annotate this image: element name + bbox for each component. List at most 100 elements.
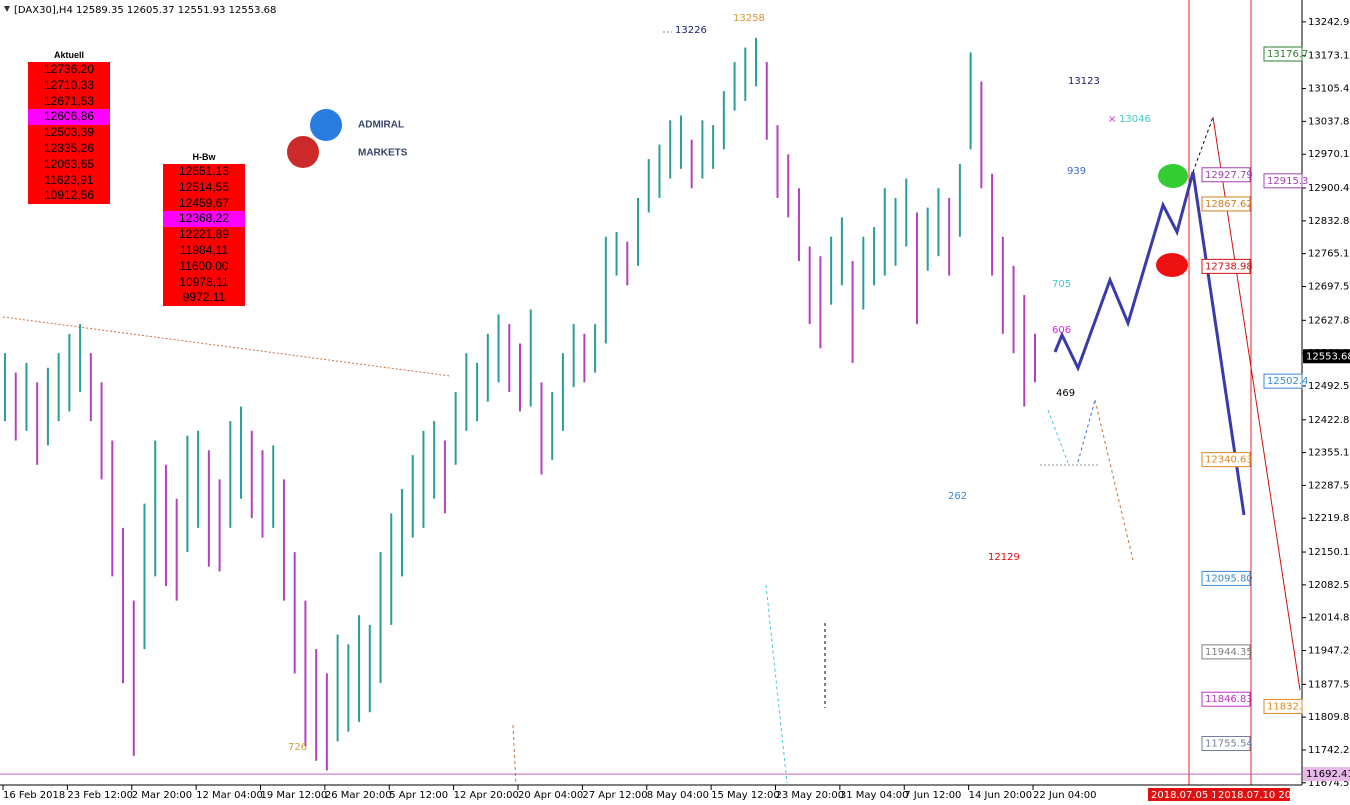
- price-bar: [68, 333, 71, 412]
- price-bar: [755, 37, 758, 87]
- x-tick-label: 8 May 04:00: [647, 790, 709, 801]
- price-tag-label: 11692.41: [1306, 769, 1350, 780]
- x-tick-label: 31 May 04:00: [840, 790, 909, 801]
- level-box: [1263, 173, 1303, 189]
- level-box: [1201, 570, 1251, 586]
- price-bar: [14, 372, 17, 441]
- price-bar: [229, 421, 232, 528]
- x-tick-label: 26 Mar 20:00: [325, 790, 392, 801]
- last-price-label: 12553.68: [1306, 351, 1350, 362]
- level-box: [1201, 167, 1251, 183]
- price-bar: [100, 382, 103, 480]
- price-bar: [797, 188, 800, 262]
- y-tick-label: 12832.80: [1308, 216, 1350, 227]
- x-tick-label: 23 May 20:00: [776, 790, 845, 801]
- price-bar: [948, 197, 951, 276]
- y-tick-label: 13037.80: [1308, 116, 1350, 127]
- annotation: 262: [948, 491, 967, 502]
- price-bar: [862, 236, 865, 310]
- price-bar: [915, 212, 918, 325]
- price-bar: [315, 649, 318, 761]
- price-bar: [1012, 265, 1015, 354]
- x-tick-label: 12 Apr 20:00: [454, 790, 519, 801]
- level-label: 11755.54: [1205, 738, 1253, 749]
- price-bar: [894, 197, 897, 266]
- x-tick-label: 7 Jun 12:00: [904, 790, 961, 801]
- level-label: 12927.79: [1205, 170, 1253, 181]
- table-cell: 11984,11: [163, 242, 245, 259]
- y-tick-label: 12697.50: [1308, 281, 1350, 292]
- price-bar: [722, 91, 725, 150]
- table-cell: 12503,39: [28, 125, 110, 141]
- price-bar: [733, 62, 736, 111]
- y-tick-label: 12627.80: [1308, 315, 1350, 326]
- y-tick-label: 11947.20: [1308, 646, 1350, 657]
- price-bar: [454, 392, 457, 465]
- price-bar: [358, 615, 361, 722]
- level-box: [1263, 698, 1303, 714]
- table-cell: 12063,65: [28, 156, 110, 173]
- price-bar: [261, 450, 264, 538]
- y-tick-label: 13105.45: [1308, 84, 1350, 95]
- green-dot: [1158, 164, 1188, 188]
- price-bar: [637, 197, 640, 266]
- price-bar: [218, 479, 221, 572]
- table-cell: 10912,56: [28, 188, 110, 205]
- price-bar: [969, 52, 972, 150]
- y-tick-label: 12150.15: [1308, 547, 1350, 558]
- price-bar: [980, 81, 983, 189]
- header-icon: [4, 6, 10, 12]
- x-tick-label: 20 Apr 04:00: [518, 790, 583, 801]
- price-bar: [765, 62, 768, 140]
- price-bar: [207, 450, 210, 567]
- annotation: 705: [1052, 279, 1071, 290]
- price-bar: [840, 217, 843, 286]
- price-bar: [937, 188, 940, 257]
- price-bar: [819, 256, 822, 349]
- table-title: H-Bw: [192, 152, 216, 162]
- x-tick-label: 12 Mar 04:00: [196, 790, 263, 801]
- price-bar: [25, 362, 28, 431]
- price-bar: [154, 440, 157, 577]
- level-box: [1201, 196, 1251, 212]
- y-tick-label: 12900.45: [1308, 183, 1350, 194]
- level-box: [1263, 46, 1303, 62]
- x-tick-label: 15 May 12:00: [711, 790, 780, 801]
- table-cell: 9972,11: [163, 290, 245, 307]
- price-bar: [46, 367, 49, 446]
- logo-text: ADMIRAL: [358, 120, 404, 131]
- x-tick-label: 23 Feb 12:00: [67, 790, 133, 801]
- price-bar: [400, 489, 403, 577]
- price-bar: [519, 343, 521, 412]
- logo-text: MARKETS: [358, 148, 408, 159]
- level-box: [1263, 373, 1303, 389]
- table-cell: 12335,26: [28, 140, 110, 157]
- x-tick-label: 16 Feb 2018: [3, 790, 65, 801]
- level-label: 12738.98: [1205, 261, 1253, 272]
- annotation: 469: [1056, 388, 1075, 399]
- y-tick-label: 12422.80: [1308, 415, 1350, 426]
- projection-line: [1212, 116, 1301, 691]
- level-label: 11846.83: [1205, 694, 1253, 705]
- level-table: H-Bw 12551,13 12514,55 12459,67 12368,22 1222…: [163, 150, 245, 307]
- price-bar: [787, 154, 790, 218]
- logo-circle: [310, 109, 342, 141]
- y-tick-label: 12970.15: [1308, 149, 1350, 160]
- price-bar: [57, 353, 60, 422]
- price-bar: [561, 353, 564, 431]
- table-cell: 12368,22: [163, 211, 245, 228]
- level-label: 12095.80: [1205, 573, 1253, 584]
- table-cell: 12710,33: [28, 77, 110, 94]
- price-bar: [529, 309, 532, 407]
- price-bar: [583, 333, 586, 383]
- y-tick-label: 12355.15: [1308, 448, 1350, 459]
- price-bar: [905, 178, 908, 247]
- dash-line: [1077, 399, 1096, 463]
- price-bar: [604, 236, 607, 344]
- dash-line: [765, 584, 788, 784]
- level-label: 12867.62: [1205, 199, 1253, 210]
- annotation: 13123: [1068, 76, 1100, 87]
- y-tick-label: 12765.15: [1308, 249, 1350, 260]
- price-bar: [594, 324, 597, 373]
